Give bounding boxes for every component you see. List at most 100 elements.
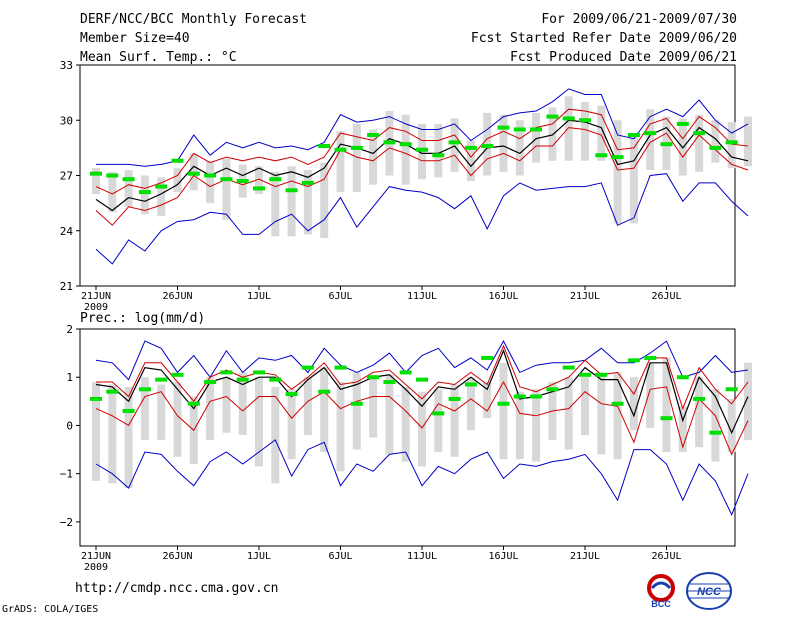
temp-obs-marker (187, 171, 200, 176)
temp-spread-bar (92, 168, 100, 194)
temp-upper-line (95, 108, 749, 195)
prec-spread-bar (629, 377, 638, 431)
prec-x-tick-label: 26JUN (162, 551, 192, 562)
prec-spread-bar (108, 384, 117, 484)
ncc-logo-text: NCC (697, 586, 722, 598)
prec-obs-marker (187, 401, 200, 406)
prec-spread-bar (92, 382, 100, 481)
temp-spread-bar (646, 109, 655, 170)
prec-obs-marker (627, 358, 640, 363)
prec-spread-bar (303, 377, 312, 436)
temp-spread-bar (401, 114, 410, 185)
temp-obs-marker (106, 173, 119, 178)
temp-spread-bar (466, 140, 475, 182)
temp-spread-bar (727, 122, 736, 169)
prec-spread-bar (515, 391, 524, 460)
prec-spread-bar (564, 377, 573, 450)
prec-spread-bar (581, 377, 589, 436)
bcc-logo: BCC (647, 574, 675, 609)
prec-spread-bar (711, 389, 720, 462)
temp-x-tick-label: 6JUL (328, 291, 352, 302)
prec-lower-line (95, 380, 749, 456)
prec-obs-marker (595, 372, 608, 377)
prec-spread-bar (646, 362, 655, 428)
prec-spread-bar (352, 372, 361, 450)
temp-x-tick-label: 26JUL (651, 291, 681, 302)
temp-obs-marker (301, 180, 314, 185)
prec-spread-bar (418, 391, 426, 467)
temp-obs-marker (155, 184, 168, 189)
temp-obs-marker (725, 140, 738, 145)
prec-obs-marker (269, 377, 282, 382)
temp-obs-marker (595, 153, 608, 158)
temp-obs-marker (138, 190, 151, 195)
prec-x-tick-year: 2009 (84, 562, 108, 573)
member-size: Member Size=40 (80, 31, 190, 46)
temp-spread-bar (548, 107, 557, 161)
temp-y-tick-label: 30 (60, 114, 73, 127)
prec-spread-bar (695, 377, 704, 448)
temp-spread-bar (271, 171, 280, 237)
prec-obs-marker (236, 377, 249, 382)
temp-spread-bar (222, 158, 231, 220)
temp-obs-marker (627, 132, 640, 137)
temp-spread-bar (255, 166, 263, 194)
prec-obs-marker (399, 370, 412, 375)
temp-y-tick-label: 33 (60, 59, 73, 72)
temp-spread-bar (450, 118, 459, 172)
prec-spread-bar (613, 372, 622, 460)
temp-lower-line (95, 127, 749, 226)
temp-obs-marker (285, 188, 298, 193)
temp-x-tick-label: 21JUL (570, 291, 600, 302)
temp-spread-bar (744, 116, 752, 167)
temp-obs-marker (399, 142, 412, 147)
prec-mean-line (95, 349, 749, 435)
prec-obs-marker (90, 396, 102, 401)
temp-obs-marker (432, 153, 445, 158)
prec-obs-marker (220, 370, 233, 375)
prec-obs-marker (676, 375, 689, 380)
header-left: DERF/NCC/BCC Monthly Forecast Member Size… (80, 10, 307, 67)
prec-x-tick-label: 11JUL (407, 551, 437, 562)
temp-spread-bar (369, 129, 378, 185)
footer-url[interactable]: http://cmdp.ncc.cma.gov.cn (75, 581, 279, 596)
temp-obs-marker (513, 127, 526, 132)
bcc-logo-text: BCC (651, 599, 671, 609)
temp-obs-marker (350, 145, 363, 150)
prec-x-tick-label: 6JUL (328, 551, 352, 562)
temp-spread-bar (581, 101, 589, 161)
temp-obs-marker (367, 132, 380, 137)
temp-obs-marker (236, 179, 249, 184)
temp-spread-bar (108, 171, 117, 213)
temp-obs-marker (269, 177, 282, 182)
prec-spread-bar (678, 406, 687, 452)
prec-spread-bar (287, 389, 296, 460)
temp-x-tick-label: 1JUL (247, 291, 271, 302)
temp-spread-bar (434, 123, 443, 178)
start-date: Fcst Started Refer Date 2009/06/20 (470, 31, 737, 46)
temp-spread-bar (303, 169, 312, 235)
prec-obs-marker (513, 394, 526, 399)
temp-obs-marker (546, 114, 559, 119)
prec-spread-bar (499, 362, 508, 460)
temp-obs-marker (644, 131, 657, 136)
temp-max-line (96, 88, 749, 167)
temp-spread-bar (515, 120, 524, 176)
prec-obs-marker (301, 365, 314, 370)
prec-spread-bar (271, 386, 280, 484)
temp-obs-marker (562, 116, 575, 121)
temp-x-tick-label: 11JUL (407, 291, 437, 302)
prec-spread-bar (744, 362, 752, 440)
prec-obs-marker (464, 382, 477, 387)
prec-obs-marker (171, 372, 184, 377)
prec-obs-marker (709, 430, 722, 435)
prec-spread-bar (532, 389, 541, 462)
temp-x-tick-label: 21JUN (81, 291, 111, 302)
temp-obs-marker (709, 145, 722, 150)
temp-spread-bar (352, 123, 361, 193)
chart-title: DERF/NCC/BCC Monthly Forecast (80, 12, 307, 27)
prec-obs-marker (334, 365, 347, 370)
grads-credit: GrADS: COLA/IGES (2, 604, 99, 615)
temp-spread-bar (336, 131, 345, 193)
